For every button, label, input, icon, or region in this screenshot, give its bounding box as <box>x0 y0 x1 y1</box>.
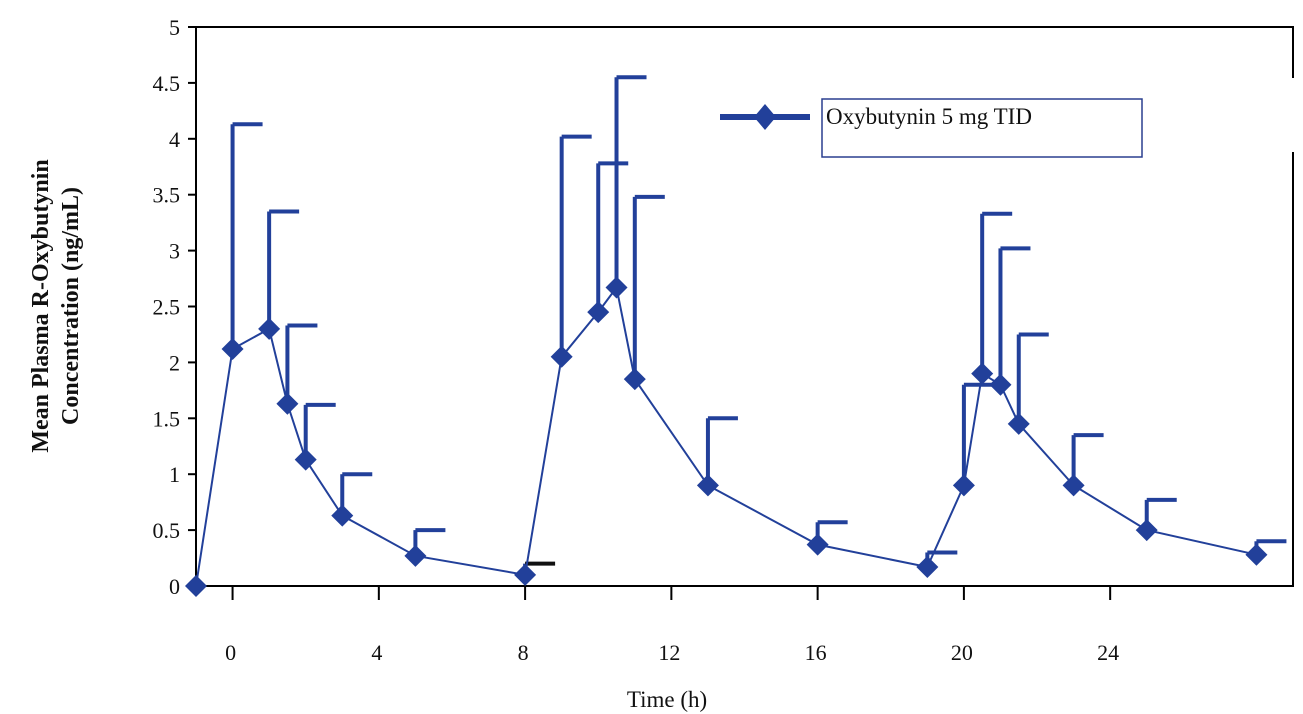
data-point-marker <box>916 555 939 578</box>
y-tick-label: 0.5 <box>153 518 181 543</box>
data-point-marker <box>331 504 354 527</box>
series-line <box>195 285 1257 587</box>
y-tick-label: 2.5 <box>153 295 181 320</box>
data-point-marker <box>952 474 975 497</box>
data-point-marker <box>971 362 994 385</box>
y-tick-label: 1 <box>169 462 180 487</box>
data-point-marker <box>276 392 299 415</box>
data-point-marker <box>221 337 244 360</box>
y-tick-label: 1.5 <box>153 406 181 431</box>
y-tick-label: 0 <box>169 574 180 599</box>
y-axis-title-line1: Mean Plasma R-Oxybutynin <box>28 159 54 452</box>
data-point-marker <box>696 474 719 497</box>
y-tick-label: 3 <box>169 239 180 264</box>
data-point-marker <box>1245 543 1268 566</box>
x-tick-label: 8 <box>518 640 529 665</box>
y-axis-title: Mean Plasma R-Oxybutynin Concentration (… <box>28 159 84 452</box>
data-point-marker <box>1062 474 1085 497</box>
legend-box <box>821 98 1143 158</box>
data-point-marker <box>258 317 281 340</box>
data-point-marker <box>404 544 427 567</box>
legend-label: Oxybutynin 5 mg TID <box>826 104 1032 129</box>
x-tick-label: 12 <box>658 640 680 665</box>
data-point-marker <box>605 276 628 299</box>
x-tick-label: 4 <box>371 640 382 665</box>
data-point-marker <box>294 448 317 471</box>
data-point-marker <box>1007 412 1030 435</box>
y-tick-label: 3.5 <box>153 183 181 208</box>
legend-marker-swatch <box>754 104 776 130</box>
data-point-marker <box>989 373 1012 396</box>
y-axis-ticks: 0 0.5 1 1.5 2 2.5 3 3.5 4 4.5 5 <box>153 15 196 599</box>
data-point-marker <box>806 533 829 556</box>
x-tick-label: 16 <box>805 640 827 665</box>
error-bars <box>230 75 1287 575</box>
legend: Oxybutynin 5 mg TID <box>720 98 1143 158</box>
data-point-marker <box>514 563 537 586</box>
x-axis-title: Time (h) <box>627 687 707 712</box>
x-tick-label: 0 <box>225 640 236 665</box>
x-tick-label: 24 <box>1097 640 1119 665</box>
y-tick-label: 2 <box>169 350 180 375</box>
x-tick-label: 20 <box>951 640 973 665</box>
data-point-marker <box>185 575 207 597</box>
data-point-marker <box>1135 519 1158 542</box>
data-point-marker <box>587 301 610 324</box>
data-point-marker <box>550 345 573 368</box>
y-axis-title-line2: Concentration (ng/mL) <box>58 187 84 425</box>
y-tick-label: 4 <box>169 127 180 152</box>
x-axis-ticks: 0 4 8 12 16 20 24 <box>225 586 1119 665</box>
y-tick-label: 4.5 <box>153 71 181 96</box>
y-tick-label: 5 <box>169 15 180 40</box>
series-group <box>185 276 1268 597</box>
data-point-marker <box>623 368 646 391</box>
